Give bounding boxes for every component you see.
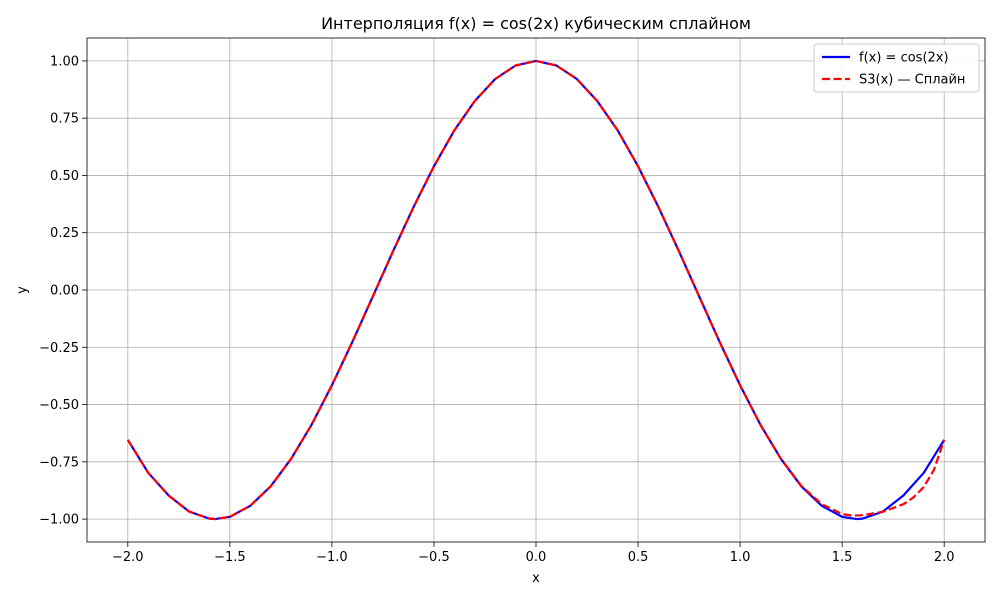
chart-title: Интерполяция f(x) = cos(2x) кубическим с… <box>321 14 751 33</box>
y-tick-label: 0.25 <box>50 226 79 241</box>
grid <box>87 38 985 542</box>
y-tick-label: 0.50 <box>50 169 79 184</box>
x-tick-label: −2.0 <box>112 550 144 565</box>
x-tick-label: 1.0 <box>730 550 751 565</box>
x-tick-label: 0.5 <box>628 550 649 565</box>
legend-box <box>813 43 980 93</box>
y-tick-label: −0.50 <box>39 398 79 413</box>
legend: f(x) = cos(2x) S3(x) — Сплайн <box>813 43 980 93</box>
y-tick-label: 0.00 <box>50 284 79 299</box>
series-line-cos <box>126 59 946 521</box>
legend-label-cos: f(x) = cos(2x) <box>859 51 949 66</box>
y-tick-label: −1.00 <box>39 513 79 528</box>
series-line-spline <box>126 59 946 521</box>
y-axis-ticks: −1.00 −0.75 −0.50 −0.25 0.00 0.25 0.50 0.75 1.00 <box>39 54 87 528</box>
x-tick-label: −1.0 <box>316 550 348 565</box>
legend-label-spline: S3(x) — Сплайн <box>859 73 965 88</box>
x-tick-label: 1.5 <box>832 550 853 565</box>
y-tick-label: 1.00 <box>50 54 79 69</box>
x-tick-label: −0.5 <box>418 550 450 565</box>
y-axis-label: y <box>15 286 30 294</box>
x-tick-label: −1.5 <box>214 550 246 565</box>
plot-lines <box>126 59 946 521</box>
x-axis-label: x <box>532 571 540 586</box>
x-tick-label: 2.0 <box>934 550 955 565</box>
y-tick-label: 0.75 <box>50 112 79 127</box>
x-tick-label: 0.0 <box>526 550 547 565</box>
x-axis-ticks: −2.0 −1.5 −1.0 −0.5 0.0 0.5 1.0 1.5 2.0 <box>112 542 955 565</box>
y-tick-label: −0.25 <box>39 341 79 356</box>
y-tick-label: −0.75 <box>39 455 79 470</box>
